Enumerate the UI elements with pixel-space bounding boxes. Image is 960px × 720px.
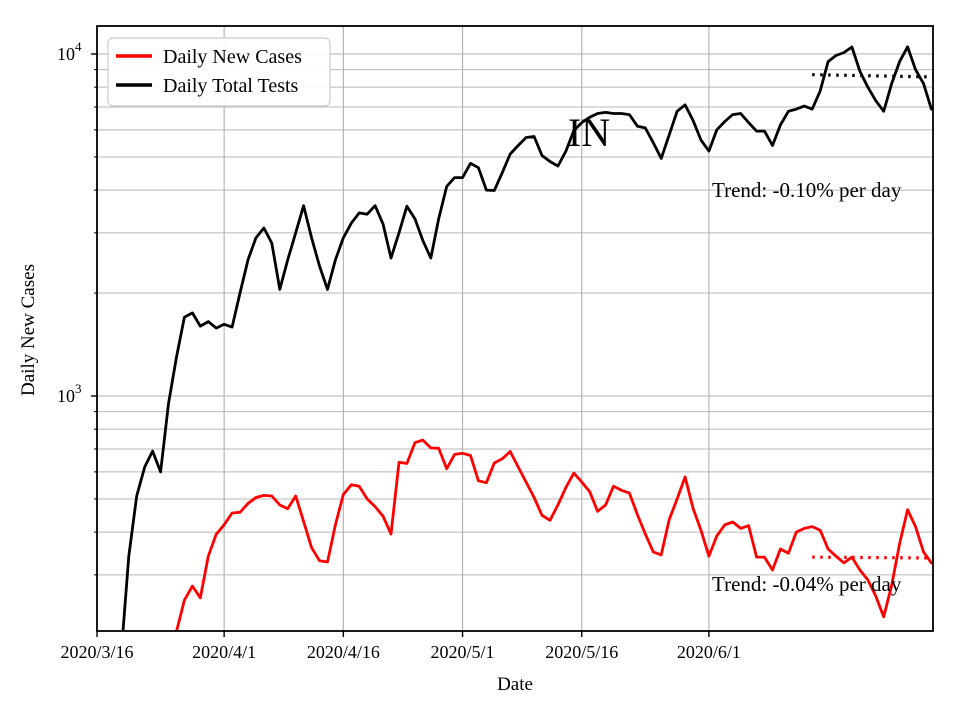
trend-label-tests: Trend: -0.10% per day — [712, 178, 902, 202]
axis-ticks-layer — [91, 53, 710, 637]
state-label: IN — [568, 110, 610, 155]
x-tick-label: 2020/6/1 — [677, 642, 741, 662]
data-series-layer — [121, 45, 933, 631]
x-tick-label: 2020/4/16 — [307, 642, 380, 662]
y-tick-label: 104 — [57, 39, 82, 64]
x-tick-label: 2020/4/1 — [192, 642, 256, 662]
tests-trend-dotted-line — [812, 73, 934, 79]
cases-trend-dotted-line — [812, 555, 934, 560]
legend-label-cases: Daily New Cases — [163, 46, 302, 68]
legend: Daily New Cases Daily Total Tests — [107, 37, 331, 107]
y-tick-label: 103 — [57, 381, 82, 406]
tests-line — [121, 45, 933, 631]
trend-lines-layer — [812, 73, 934, 560]
cases-line — [175, 438, 933, 631]
legend-label-tests: Daily Total Tests — [163, 75, 299, 97]
x-tick-label: 2020/5/16 — [545, 642, 618, 662]
tick-labels-layer: 103 104 2020/3/16 2020/4/1 2020/4/16 2020/5/1… — [57, 39, 741, 662]
x-axis-label: Date — [497, 674, 533, 695]
gridlines-layer — [97, 26, 933, 631]
trend-label-cases: Trend: -0.04% per day — [712, 572, 902, 596]
y-axis-label: Daily New Cases — [18, 264, 39, 396]
legend-frame — [107, 37, 331, 107]
x-tick-label: 2020/3/16 — [60, 642, 133, 662]
x-tick-label: 2020/5/1 — [431, 642, 495, 662]
plot-frame — [96, 25, 934, 632]
